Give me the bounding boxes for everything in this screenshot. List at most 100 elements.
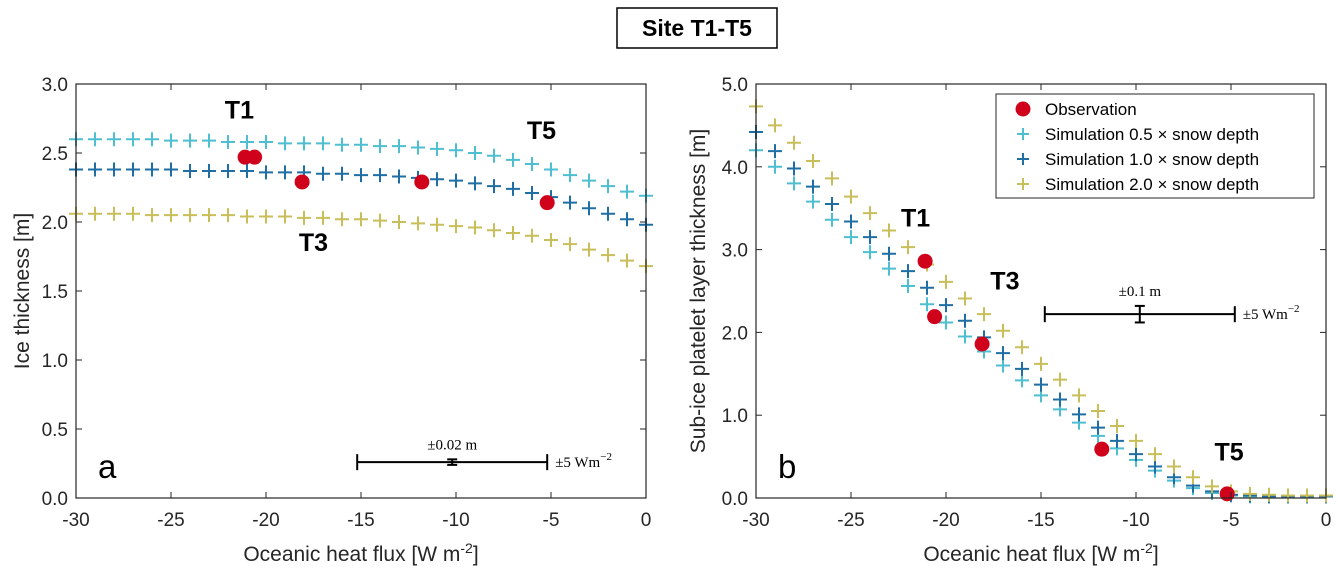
panel-b-sim_2_0-point bbox=[844, 189, 858, 204]
panel-a-sim_2_0-point bbox=[335, 212, 349, 227]
panel-a-sim_0_5-point bbox=[525, 157, 539, 172]
panel-b-x-tick-label: -15 bbox=[1027, 510, 1054, 531]
panel-b-sim_2_0-point bbox=[1129, 433, 1143, 448]
panel-b-site-label: T1 bbox=[901, 204, 930, 232]
panel-b-sim_0_5-point bbox=[787, 176, 801, 191]
panel-a-error-bar-y-label: ±0.02 m bbox=[427, 437, 477, 453]
panel-a-sim_1_0-point bbox=[620, 212, 634, 227]
panel-a-sim_0_5-point bbox=[392, 139, 406, 154]
panel-b-legend: Observation Simulation 0.5 × snow depth Si… bbox=[995, 93, 1315, 199]
panel-a-sim_2_0-point bbox=[145, 208, 159, 223]
panel-a-error-bar-x-label-sup: −2 bbox=[600, 451, 612, 463]
panel-b-sim_0_5-point bbox=[825, 212, 839, 227]
panel-a-sim_0_5-point bbox=[297, 136, 311, 151]
legend-entry-sim_1_0: Simulation 1.0 × snow depth bbox=[1045, 150, 1259, 169]
panel-a-observation-point bbox=[247, 149, 263, 165]
panel-a-sim_1_0-point bbox=[582, 201, 596, 216]
panel-a-sim_2_0-point bbox=[221, 208, 235, 223]
panel-b-sim_2_0-point bbox=[1186, 470, 1200, 485]
panel-a-sim_0_5-point bbox=[202, 133, 216, 148]
title-text: Site T1-T5 bbox=[642, 15, 752, 41]
panel-b-platelet-layer: -30 -25 -20 -15 -10 -5 0 0.0 1.0 2.0 3.0 4.0 5.0 Oc… bbox=[687, 75, 1333, 566]
panel-b-sim_2_0-point bbox=[939, 274, 953, 289]
panel-b-sim_2_0-point bbox=[1072, 388, 1086, 403]
panel-b-sim_2_0-point bbox=[1091, 404, 1105, 419]
panel-a-sim_2_0-point bbox=[411, 216, 425, 231]
panel-a-observation-point bbox=[414, 174, 430, 190]
panel-a-xlabel-sup: -2 bbox=[460, 540, 473, 556]
panel-a-sim_0_5-point bbox=[126, 132, 140, 147]
panel-a-sim_1_0-point bbox=[259, 165, 273, 180]
panel-b-sim_2_0-point bbox=[1300, 488, 1314, 503]
panel-a-sim_0_5-point bbox=[145, 132, 159, 147]
panel-a-site-label: T1 bbox=[225, 97, 254, 125]
panel-a-sim_0_5-point bbox=[107, 132, 121, 147]
panel-a-series-sim_0_5 bbox=[69, 132, 653, 203]
panel-b-sim_1_0-point bbox=[882, 246, 896, 261]
panel-a-sim_2_0-point bbox=[316, 210, 330, 225]
legend-marker-sim_1_0 bbox=[1017, 153, 1029, 165]
panel-a-sim_1_0-point bbox=[183, 163, 197, 178]
panel-a-error-bar-x-label-main: ±5 Wm bbox=[555, 455, 600, 471]
panel-b-sim_1_0-point bbox=[768, 144, 782, 159]
panel-a-sim_2_0-point bbox=[392, 215, 406, 229]
panel-a-y-tick-label: 0.0 bbox=[42, 489, 68, 510]
panel-b-sim_2_0-point bbox=[1262, 487, 1276, 502]
panel-a-x-ticks: -30 -25 -20 -15 -10 -5 0 bbox=[62, 84, 651, 531]
legend-entry-observation: Observation bbox=[1045, 100, 1137, 119]
panel-a-y-tick-label: 1.5 bbox=[42, 282, 68, 303]
legend-marker-sim_0_5 bbox=[1017, 128, 1029, 140]
panel-b-sim_0_5-point bbox=[882, 261, 896, 276]
panel-a-plot-area bbox=[69, 132, 653, 274]
panel-b-series-sim_1_0 bbox=[749, 125, 1333, 504]
panel-b-sim_1_0-point bbox=[1110, 433, 1124, 448]
panel-b-error-bar-y-label: ±0.1 m bbox=[1119, 284, 1162, 300]
figure-title: Site T1-T5 bbox=[616, 7, 778, 49]
panel-b-y-tick-label: 3.0 bbox=[722, 241, 748, 262]
legend-box bbox=[995, 93, 1315, 199]
panel-b-sim_1_0-point bbox=[1053, 392, 1067, 407]
panel-b-sim_1_0-point bbox=[1072, 407, 1086, 422]
panel-b-label: b bbox=[778, 448, 796, 485]
panel-a-sim_0_5-point bbox=[544, 162, 558, 177]
panel-a-sim_1_0-point bbox=[202, 163, 216, 178]
panel-a-sim_2_0-point bbox=[563, 237, 577, 252]
panel-b-sim_2_0-point bbox=[977, 307, 991, 322]
panel-a-sim_2_0-point bbox=[297, 210, 311, 225]
panel-a-x-tick-label: -25 bbox=[157, 510, 184, 531]
panel-b-sim_1_0-point bbox=[920, 280, 934, 295]
panel-a-sim_0_5-point bbox=[316, 136, 330, 151]
panel-a-sim_2_0-point bbox=[373, 213, 387, 228]
panel-a-sim_0_5-point bbox=[563, 168, 577, 183]
panel-a-x-axis-label: Oceanic heat flux [W m-2] bbox=[243, 540, 478, 566]
panel-b-site-labels: T1 T3 T5 bbox=[901, 204, 1244, 466]
panel-b-sim_0_5-point bbox=[844, 230, 858, 245]
panel-a-sim_1_0-point bbox=[278, 165, 292, 180]
panel-a-series-sim_2_0 bbox=[69, 206, 653, 274]
panel-b-sim_0_5-point bbox=[863, 245, 877, 260]
panel-a-sim_2_0-point bbox=[601, 248, 615, 263]
panel-b-xlabel-end: ] bbox=[1153, 543, 1159, 566]
panel-b-site-label: T5 bbox=[1215, 439, 1244, 467]
panel-b-sim_2_0-point bbox=[787, 135, 801, 150]
panel-b-sim_2_0-point bbox=[1015, 340, 1029, 355]
panel-b-x-ticks: -30 -25 -20 -15 -10 -5 0 bbox=[742, 84, 1331, 531]
panel-a-sim_1_0-point bbox=[126, 162, 140, 177]
panel-b-sim_2_0-point bbox=[901, 240, 915, 255]
panel-b-sim_1_0-point bbox=[825, 197, 839, 212]
panel-a-sim_0_5-point bbox=[449, 143, 463, 158]
panel-b-sim_1_0-point bbox=[996, 346, 1010, 361]
panel-b-sim_0_5-point bbox=[996, 358, 1010, 373]
panel-a-sim_2_0-point bbox=[620, 253, 634, 268]
panel-a-y-axis-label: Ice thickness [m] bbox=[11, 213, 34, 369]
panel-a-sim_0_5-point bbox=[582, 173, 596, 188]
panel-b-sim_2_0-point bbox=[882, 223, 896, 238]
panel-a-sim_0_5-point bbox=[335, 137, 349, 152]
panel-b-sim_1_0-point bbox=[806, 179, 820, 194]
panel-a-sim_1_0-point bbox=[430, 172, 444, 187]
panel-b-sim_1_0-point bbox=[1015, 361, 1029, 376]
panel-a-sim_2_0-point bbox=[240, 209, 254, 224]
panel-a-sim_1_0-point bbox=[164, 162, 178, 177]
panel-a-sim_0_5-point bbox=[183, 133, 197, 148]
panel-a-x-tick-label: -30 bbox=[62, 510, 89, 531]
